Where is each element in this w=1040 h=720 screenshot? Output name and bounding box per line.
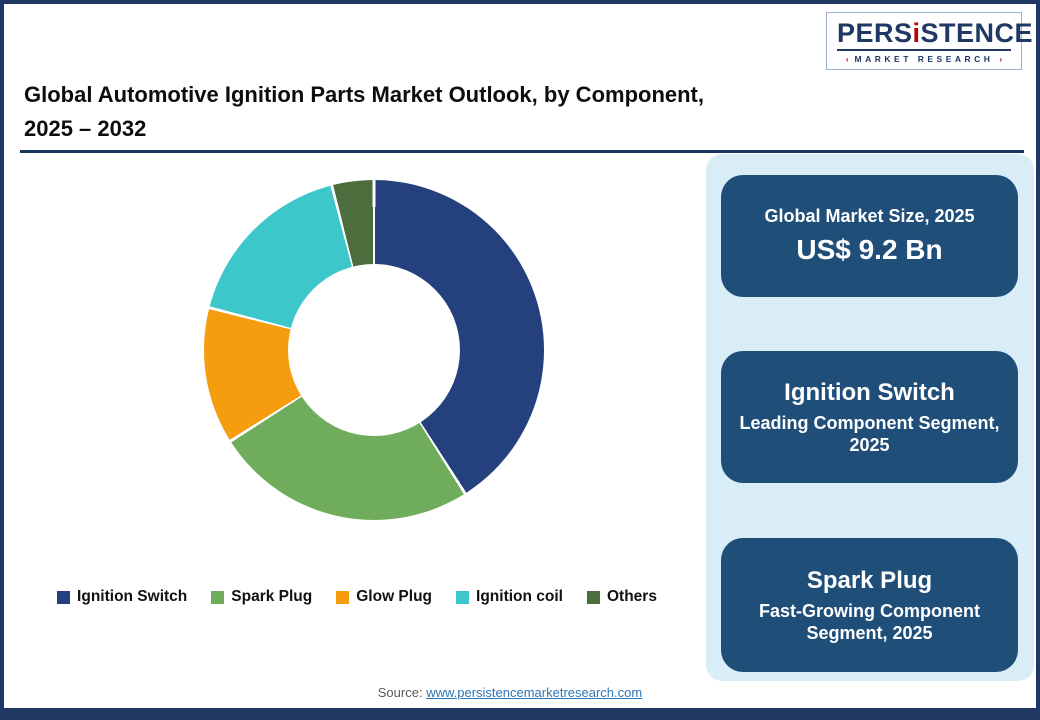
legend-label: Glow Plug [356, 588, 433, 605]
legend-swatch-icon [456, 590, 470, 604]
leading-segment-card-subtitle: Leading Component Segment, 2025 [739, 412, 1000, 456]
legend-swatch-icon [211, 590, 225, 604]
market-size-card: Global Market Size, 2025 US$ 9.2 Bn [721, 175, 1018, 297]
legend-item: Others [586, 588, 657, 606]
legend-label: Ignition Switch [77, 588, 188, 605]
legend-item: Ignition coil [456, 588, 563, 606]
highlights-panel: Global Market Size, 2025 US$ 9.2 Bn Igni… [706, 154, 1034, 681]
source-link[interactable]: www.persistencemarketresearch.com [426, 685, 643, 700]
legend-swatch-icon [57, 590, 71, 604]
fast-growing-segment-card-subtitle: Fast-Growing Component Segment, 2025 [759, 600, 980, 644]
logo-red-i: i [912, 18, 921, 48]
logo-sub-text: ‹ MARKET RESEARCH › [845, 54, 1003, 65]
donut-hole [288, 264, 460, 436]
legend-swatch-icon [586, 590, 600, 604]
chart-legend: Ignition Switch Spark Plug Glow Plug Ign… [4, 588, 710, 606]
fast-growing-segment-card-title: Spark Plug [806, 566, 933, 594]
page-title-line1: Global Automotive Ignition Parts Market … [24, 82, 704, 107]
logo-brand-text: PERSiSTENCE [837, 18, 1033, 52]
market-size-card-value: US$ 9.2 Bn [796, 233, 943, 265]
title-divider [20, 150, 1024, 153]
legend-swatch-icon [336, 590, 350, 604]
source-label: Source: [377, 685, 427, 700]
legend-label: Spark Plug [231, 588, 313, 605]
legend-item: Spark Plug [211, 588, 312, 606]
legend-item: Ignition Switch [57, 588, 187, 606]
logo-left-mark-icon: ‹ [845, 54, 849, 65]
page-title-line2: 2025 – 2032 [24, 116, 147, 141]
donut-chart [204, 180, 544, 520]
legend-label: Ignition coil [476, 588, 563, 605]
legend-item: Glow Plug [336, 588, 432, 606]
legend-label: Others [606, 588, 657, 605]
leading-segment-card-title: Ignition Switch [784, 378, 955, 406]
bottom-accent-bar [4, 708, 1036, 716]
logo-right-mark-icon: › [999, 54, 1003, 65]
leading-segment-card: Ignition Switch Leading Component Segmen… [721, 351, 1018, 483]
pmr-logo: PERSiSTENCE ‹ MARKET RESEARCH › [826, 12, 1033, 71]
source-line: Source: www.persistencemarketresearch.co… [4, 685, 1016, 700]
page-title: Global Automotive Ignition Parts Market … [24, 78, 844, 146]
fast-growing-segment-card: Spark Plug Fast-Growing Component Segmen… [721, 538, 1018, 672]
market-size-card-title: Global Market Size, 2025 [764, 206, 975, 227]
